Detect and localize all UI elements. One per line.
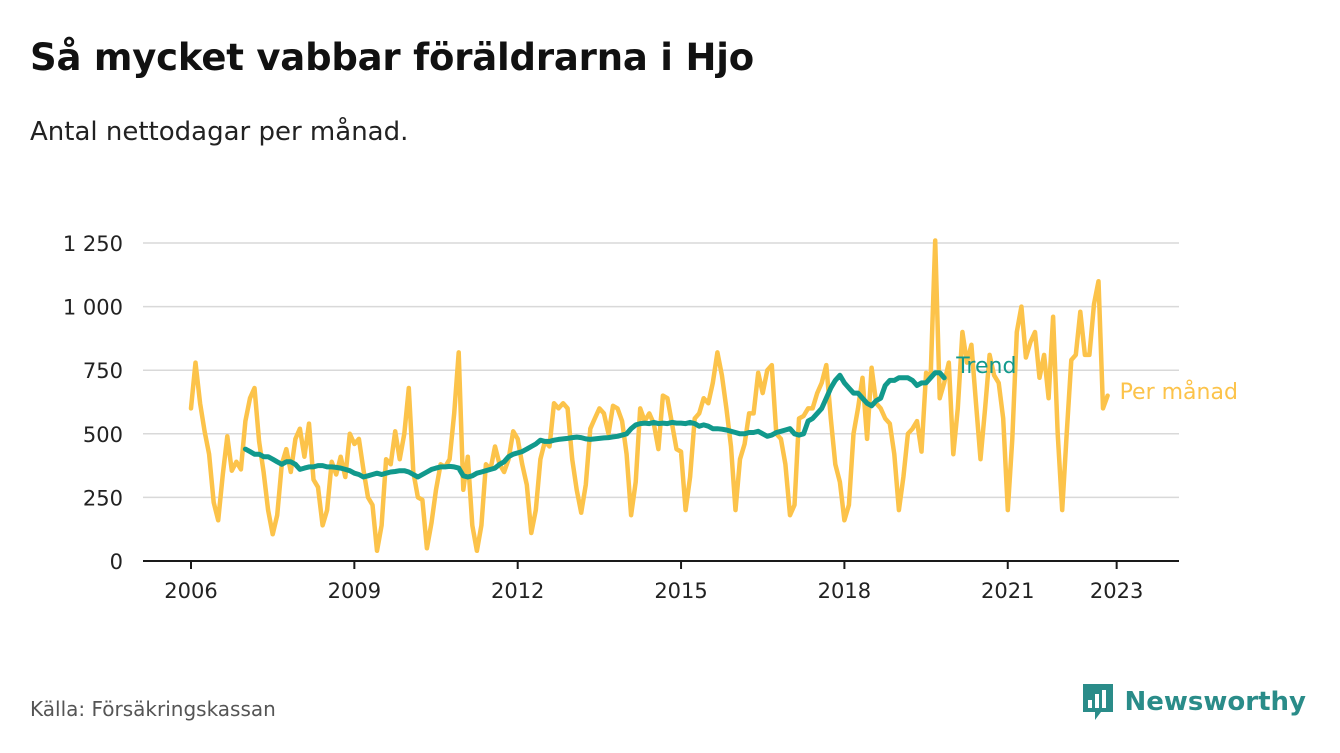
series-lines [188,238,1110,554]
series-end-label: Trend [955,354,1016,379]
y-tick-label: 1 250 [63,232,123,256]
chart-subtitle: Antal nettodagar per månad. [30,117,409,147]
series-line-trend [242,370,947,480]
series-end-labels: Per månad Trend [955,354,1238,405]
series-end-label: Per månad [1120,379,1238,405]
x-tick-label: 2023 [1090,579,1143,603]
x-tick-label: 2009 [328,579,381,603]
x-tick-label: 2021 [981,579,1034,603]
x-tick-label: 2015 [654,579,707,603]
y-axis-ticks: 0 250 500 750 1 000 1 250 [63,232,123,574]
x-tick-label: 2006 [164,579,217,603]
y-tick-label: 750 [83,359,123,383]
newsworthy-logo-icon [1082,684,1113,720]
source-note: Källa: Försäkringskassan [30,697,276,721]
chart-title: Så mycket vabbar föräldrarna i Hjo [30,36,754,79]
y-tick-label: 0 [110,550,123,574]
x-axis-ticks: 2006 2009 2012 2015 2018 2021 2023 [164,561,1143,603]
y-tick-label: 1 000 [63,296,123,320]
x-tick-label: 2012 [491,579,544,603]
brand-name: Newsworthy [1124,687,1306,717]
series-line-per-manad [188,238,1110,554]
grid-lines [143,242,1179,562]
y-tick-label: 500 [83,423,123,447]
brand-logo: Newsworthy [1081,682,1306,722]
x-tick-label: 2018 [818,579,871,603]
y-tick-label: 250 [83,486,123,510]
